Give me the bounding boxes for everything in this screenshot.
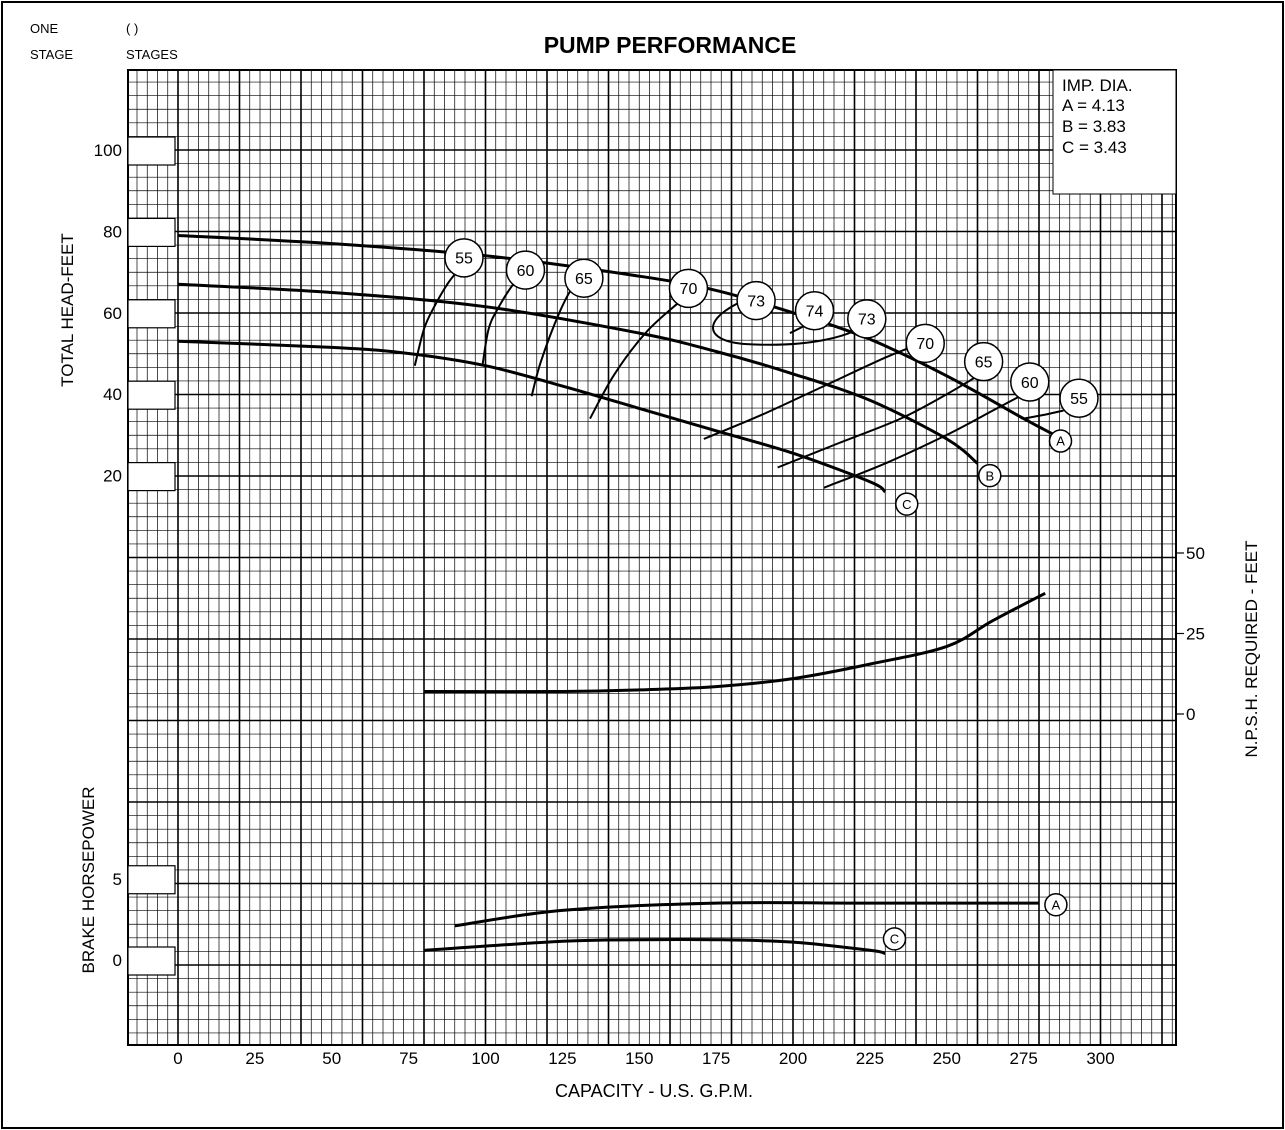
efficiency-marker-55-label: 55 [455,251,473,268]
head-curve-a-marker-circle [1048,429,1073,453]
efficiency-marker-65-label: 65 [575,271,593,288]
parens-label: ( ) [126,21,138,36]
npsh-axis-label: N.P.S.H. REQUIRED - FEET [1242,541,1261,758]
bhp-curve-c [423,937,886,955]
npsh-tick-label: 50 [1186,544,1205,563]
one-label: ONE [30,21,59,36]
x-tick-label: 250 [933,1049,961,1068]
head-tick-label: 40 [103,385,122,404]
bhp-curve-c-marker-circle [882,927,907,951]
x-axis-label: CAPACITY - U.S. G.P.M. [555,1081,753,1101]
x-tick-label: 0 [173,1049,182,1068]
bhp-tick-label: 0 [113,951,122,970]
npsh-curve [423,591,1046,694]
markers: 55 60 65 70 70 65 60 55 74 73 73 A B C A C [444,238,1099,951]
head-axis-label: TOTAL HEAD-FEET [58,233,77,387]
head-tick-box [127,299,176,329]
efficiency-marker-74-circle [794,291,835,331]
npsh-tick-label: 25 [1186,625,1205,644]
head-curve-b-marker-label: B [985,468,994,483]
head-tick-label: 20 [103,467,122,486]
efficiency-marker-60-label: 60 [1021,375,1039,392]
x-tick-label: 50 [322,1049,341,1068]
efficiency-marker-73-right-label: 73 [858,312,876,329]
grid [127,69,1177,1046]
bhp-tick-box [127,865,176,895]
head-tick-label: 80 [103,222,122,241]
curves [177,234,1064,955]
efficiency-line-55 [413,263,465,366]
efficiency-line-55 [1023,409,1064,420]
efficiency-marker-65-circle [564,258,604,298]
x-tick-label: 150 [625,1049,653,1068]
head-tick-box [127,217,176,247]
efficiency-marker-70-circle [905,323,945,364]
bhp-tick-label: 5 [113,870,122,889]
plot-frame [127,69,1177,1046]
x-tick-label: 25 [245,1049,264,1068]
efficiency-marker-55-circle [444,238,484,278]
x-tick-label: 300 [1086,1049,1114,1068]
stage-label: STAGE [30,47,73,62]
head-tick-box [127,380,176,410]
head-tick-label: 100 [94,141,122,160]
legend: IMP. DIA. A = 4.13 B = 3.83 C = 3.43 [1052,69,1177,195]
legend-entry-a: A = 4.13 [1062,96,1125,115]
legend-box [1052,69,1177,195]
x-tick-label: 225 [856,1049,884,1068]
bhp-tick-box [127,946,176,976]
head-curve-c-marker-label: C [902,497,911,512]
bhp-axis-label: BRAKE HORSEPOWER [79,786,98,973]
bhp-curve-a-marker-circle [1044,893,1068,917]
x-tick-label: 100 [471,1049,499,1068]
chart-title: PUMP PERFORMANCE [544,32,797,58]
legend-title: IMP. DIA. [1062,76,1133,95]
head-tick-box [127,462,176,492]
efficiency-marker-70-label: 70 [916,336,934,353]
head-curve-b-marker-circle [978,463,1002,488]
head-curve-c-marker-circle [895,492,919,516]
x-tick-label: 125 [548,1049,576,1068]
efficiency-marker-60-label: 60 [517,263,535,280]
efficiency-marker-73-left-circle [736,280,776,321]
head-curve-a [177,234,1056,437]
stages-label: STAGES [126,47,178,62]
efficiency-marker-73-left-label: 73 [747,293,765,310]
efficiency-marker-73-right-circle [847,299,887,339]
legend-entry-c: C = 3.43 [1062,138,1127,157]
efficiency-island-73 [712,295,874,346]
head-tick-label: 60 [103,304,122,323]
x-axis-ticks: 0 25 50 75 100 125 150 175 200 225 250 275 300 [173,1049,1114,1068]
x-tick-label: 200 [779,1049,807,1068]
efficiency-marker-65-circle [963,341,1004,382]
head-axis-ticks: 20 40 60 80 100 [94,136,176,492]
bhp-curve-c-marker-label: C [890,932,899,947]
bhp-axis-ticks: 05 [113,865,176,976]
efficiency-marker-70-circle [668,268,709,309]
efficiency-marker-70-label: 70 [680,281,698,298]
efficiency-line-60 [823,393,1025,489]
x-tick-label: 275 [1009,1049,1037,1068]
head-tick-box [127,136,176,166]
efficiency-line-70 [703,344,917,440]
bhp-curve-a [454,901,1039,928]
npsh-axis-ticks: 0 25 50 [1176,544,1205,724]
x-tick-label: 175 [702,1049,730,1068]
head-curve-a-marker-label: A [1056,434,1065,449]
efficiency-line-65 [777,377,975,469]
efficiency-marker-55-label: 55 [1070,391,1088,408]
efficiency-marker-74-label: 74 [806,304,824,321]
efficiency-marker-65-label: 65 [975,354,993,371]
head-curve-c [177,339,887,494]
efficiency-marker-60-circle [505,250,546,290]
bhp-curve-a-marker-label: A [1052,897,1061,912]
npsh-tick-label: 0 [1186,705,1195,724]
legend-entry-b: B = 3.83 [1062,117,1126,136]
efficiency-marker-60-circle [1010,362,1050,402]
x-tick-label: 75 [399,1049,418,1068]
efficiency-marker-55-circle [1059,378,1099,419]
